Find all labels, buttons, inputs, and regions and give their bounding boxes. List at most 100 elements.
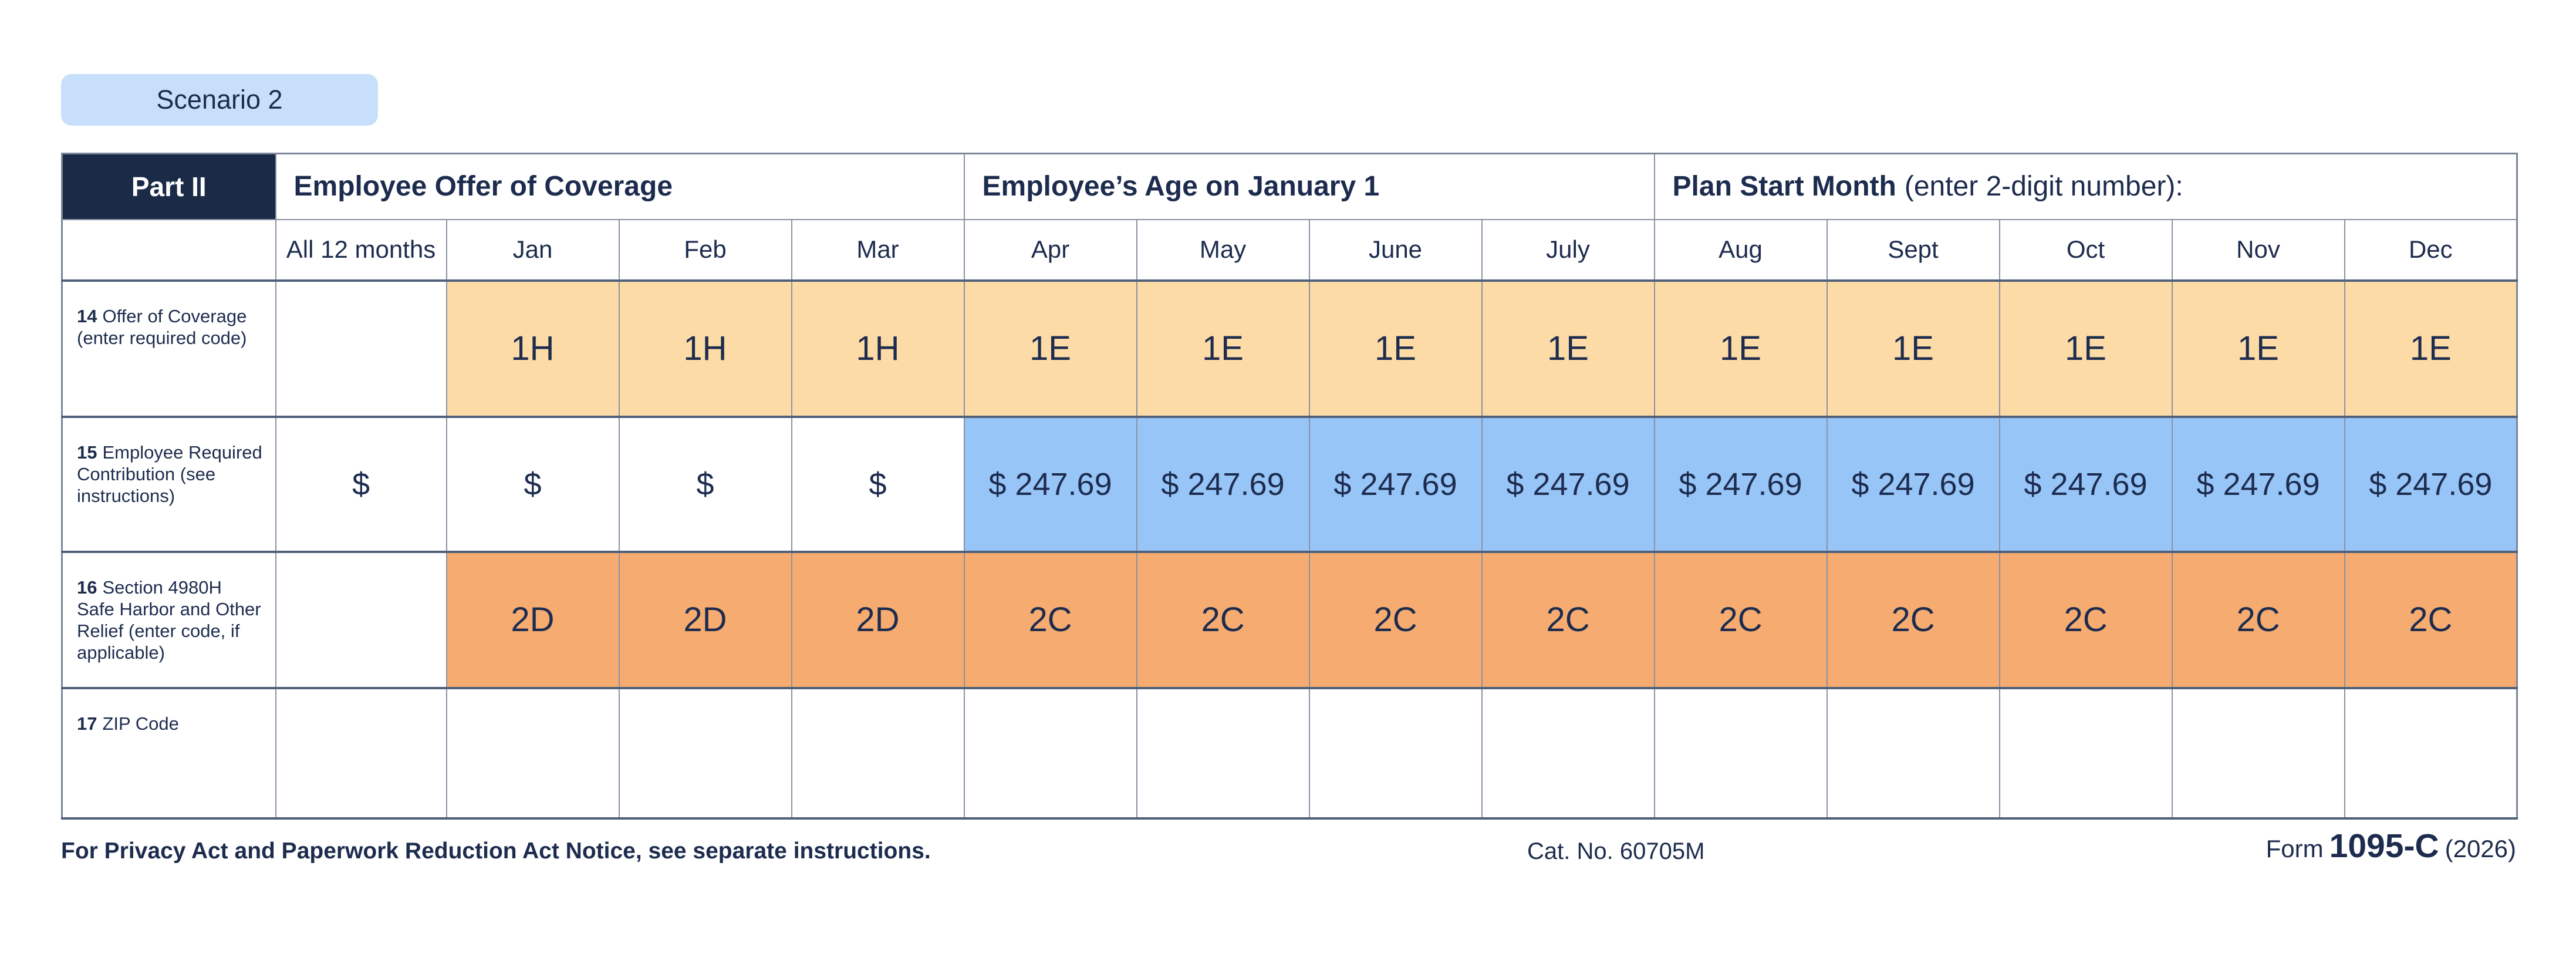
contribution-cell: $ 247.69: [963, 415, 1137, 552]
contribution-cell: $: [618, 415, 792, 552]
col-header-oct: Oct: [1998, 218, 2173, 281]
section-plan-start-month: Plan Start Month (enter 2-digit number):: [1653, 153, 2518, 220]
scenario-badge-label: Scenario 2: [156, 85, 283, 114]
zip-cell: [791, 686, 965, 820]
part2-coverage-table: Part II Employee Offer of Coverage Emplo…: [61, 153, 2518, 820]
col-header-june: June: [1308, 218, 1483, 281]
part2-table-container: Part II Employee Offer of Coverage Emplo…: [61, 153, 2518, 820]
safe-harbor-cell: [275, 550, 447, 689]
contribution-cell: $ 247.69: [1826, 415, 2000, 552]
zip-cell: [1653, 686, 1828, 820]
contribution-cell: $ 247.69: [1136, 415, 1310, 552]
row-15-label-text: Employee Required Contribution (see inst…: [77, 441, 262, 506]
row-16-label-text: Section 4980H Safe Harbor and Other Reli…: [77, 577, 261, 663]
part2-label: Part II: [61, 153, 276, 220]
offer-code-cell: 1E: [1136, 279, 1310, 417]
month-header-row: All 12 months Jan Feb Mar Apr May June J…: [61, 218, 2518, 281]
section-plan-start-note: (enter 2-digit number):: [1904, 171, 2183, 203]
safe-harbor-cell: 2D: [791, 550, 965, 689]
scenario-badge: Scenario 2: [61, 74, 378, 126]
offer-code-cell: 1E: [1998, 279, 2173, 417]
safe-harbor-cell: 2C: [963, 550, 1137, 689]
form-year: (2026): [2445, 835, 2516, 862]
zip-cell: [275, 686, 447, 820]
row-16-safe-harbor: 16 Section 4980H Safe Harbor and Other Re…: [61, 550, 2518, 689]
row-14-label-text: Offer of Coverage (enter required code): [77, 305, 247, 348]
offer-code-cell: 1H: [445, 279, 620, 417]
offer-code-cell: 1H: [618, 279, 792, 417]
row-16-number: 16: [77, 577, 97, 598]
safe-harbor-cell: 2C: [2171, 550, 2345, 689]
offer-code-cell: 1E: [2171, 279, 2345, 417]
offer-code-cell: 1E: [1481, 279, 1655, 417]
zip-cell: [1308, 686, 1483, 820]
safe-harbor-cell: 2C: [1998, 550, 2173, 689]
section-plan-start-title: Plan Start Month: [1672, 171, 1896, 203]
zip-cell: [963, 686, 1137, 820]
col-header-jan: Jan: [445, 218, 620, 281]
safe-harbor-cell: 2D: [445, 550, 620, 689]
safe-harbor-cell: 2C: [1826, 550, 2000, 689]
row-15-employee-required-contribution: 15 Employee Required Contribution (see in…: [61, 415, 2518, 552]
form-number: 1095-C: [2329, 827, 2439, 865]
contribution-cell: $ 247.69: [2171, 415, 2345, 552]
row-15-label: 15 Employee Required Contribution (see in…: [61, 415, 276, 552]
row-15-number: 15: [77, 441, 97, 463]
row-17-label-text: ZIP Code: [102, 713, 179, 734]
col-header-nov: Nov: [2171, 218, 2345, 281]
offer-code-cell: 1E: [2344, 279, 2518, 417]
row-16-label: 16 Section 4980H Safe Harbor and Other Re…: [61, 550, 276, 689]
col-header-feb: Feb: [618, 218, 792, 281]
section-header-row: Part II Employee Offer of Coverage Emplo…: [61, 153, 2518, 220]
safe-harbor-cell: 2C: [1136, 550, 1310, 689]
offer-code-cell: 1E: [1308, 279, 1483, 417]
contribution-cell: $: [445, 415, 620, 552]
col-header-dec: Dec: [2344, 218, 2518, 281]
catalog-number: Cat. No. 60705M: [1527, 838, 1705, 864]
offer-code-cell: 1E: [1653, 279, 1828, 417]
contribution-cell: $ 247.69: [1653, 415, 1828, 552]
row-17-label: 17 ZIP Code: [61, 686, 276, 820]
zip-cell: [618, 686, 792, 820]
contribution-cell: $: [275, 415, 447, 552]
row-17-number: 17: [77, 713, 97, 734]
zip-cell: [445, 686, 620, 820]
contribution-cell: $: [791, 415, 965, 552]
row-14-label: 14 Offer of Coverage (enter required code…: [61, 279, 276, 417]
col-header-all12: All 12 months: [275, 218, 447, 281]
row-14-number: 14: [77, 305, 97, 326]
contribution-cell: $ 247.69: [1998, 415, 2173, 552]
form-prefix: Form: [2266, 835, 2324, 862]
col-header-july: July: [1481, 218, 1655, 281]
section-employee-offer: Employee Offer of Coverage: [275, 153, 965, 220]
safe-harbor-cell: 2C: [2344, 550, 2518, 689]
section-employee-age: Employee’s Age on January 1: [963, 153, 1655, 220]
zip-cell: [1826, 686, 2000, 820]
col-header-mar: Mar: [791, 218, 965, 281]
safe-harbor-cell: 2C: [1481, 550, 1655, 689]
col-header-sept: Sept: [1826, 218, 2000, 281]
row-14-offer-of-coverage: 14 Offer of Coverage (enter required code…: [61, 279, 2518, 417]
safe-harbor-cell: 2D: [618, 550, 792, 689]
month-header-spacer: [61, 218, 276, 281]
zip-cell: [2344, 686, 2518, 820]
privacy-notice: For Privacy Act and Paperwork Reduction …: [61, 838, 931, 864]
offer-code-cell: [275, 279, 447, 417]
section-employee-age-title: Employee’s Age on January 1: [982, 171, 1380, 203]
row-17-zip-code: 17 ZIP Code: [61, 686, 2518, 820]
zip-cell: [2171, 686, 2345, 820]
contribution-cell: $ 247.69: [1308, 415, 1483, 552]
contribution-cell: $ 247.69: [1481, 415, 1655, 552]
zip-cell: [1998, 686, 2173, 820]
offer-code-cell: 1E: [1826, 279, 2000, 417]
safe-harbor-cell: 2C: [1653, 550, 1828, 689]
safe-harbor-cell: 2C: [1308, 550, 1483, 689]
offer-code-cell: 1E: [963, 279, 1137, 417]
col-header-aug: Aug: [1653, 218, 1828, 281]
col-header-apr: Apr: [963, 218, 1137, 281]
section-employee-offer-title: Employee Offer of Coverage: [293, 171, 673, 203]
offer-code-cell: 1H: [791, 279, 965, 417]
zip-cell: [1481, 686, 1655, 820]
col-header-may: May: [1136, 218, 1310, 281]
